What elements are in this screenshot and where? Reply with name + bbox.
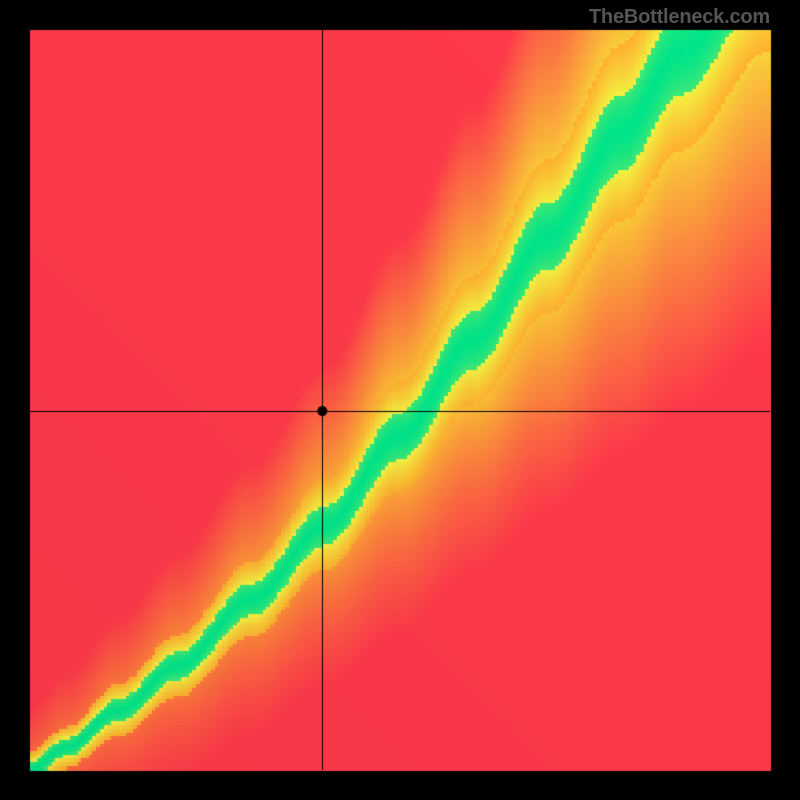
chart-container: TheBottleneck.com <box>0 0 800 800</box>
bottleneck-heatmap <box>0 0 800 800</box>
watermark-text: TheBottleneck.com <box>589 6 770 29</box>
